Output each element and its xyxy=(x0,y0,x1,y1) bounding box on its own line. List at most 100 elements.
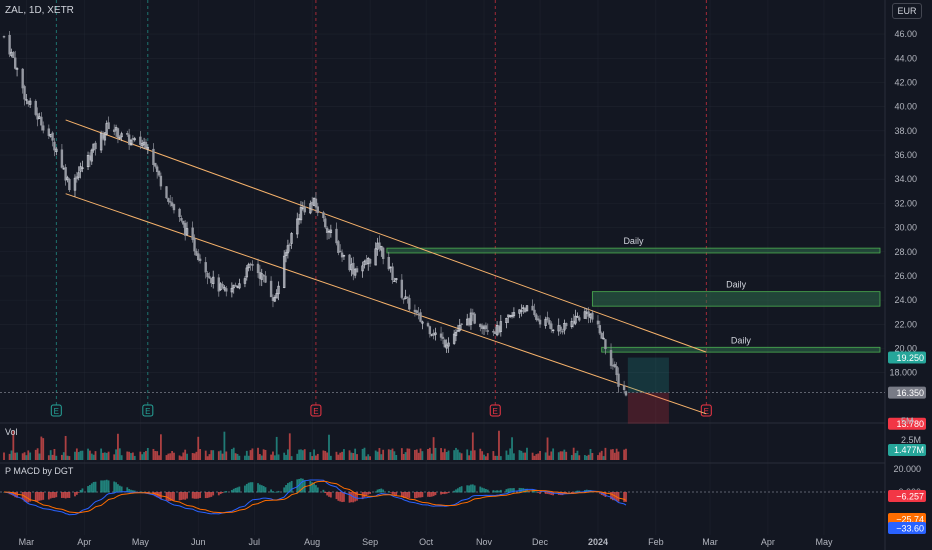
macd-histogram-bar xyxy=(75,492,78,495)
candle-body xyxy=(64,167,67,181)
macd-histogram-bar xyxy=(572,492,575,493)
volume-bar xyxy=(8,453,11,460)
volume-bar xyxy=(356,454,358,460)
candle xyxy=(546,311,549,323)
candle-body xyxy=(426,323,430,327)
candle-body xyxy=(329,229,333,233)
candle xyxy=(28,97,32,109)
volume-bar xyxy=(311,456,314,460)
volume-bar xyxy=(509,448,512,460)
candle xyxy=(561,328,564,335)
candle-body xyxy=(458,325,461,331)
volume-bar xyxy=(105,452,108,460)
volume-bar xyxy=(154,450,157,460)
macd-histogram-bar xyxy=(483,488,485,493)
candle xyxy=(23,84,26,106)
volume-bar xyxy=(193,453,196,460)
macd-histogram-bar xyxy=(167,492,170,502)
macd-histogram-bar xyxy=(537,492,540,493)
volume-bar xyxy=(587,454,590,460)
candle-body xyxy=(107,122,110,130)
candle xyxy=(86,151,90,170)
macd-histogram-bar xyxy=(356,492,358,501)
macd-histogram-bar xyxy=(443,492,446,495)
price-tick-label: 42.00 xyxy=(894,77,917,87)
volume-bar xyxy=(326,452,329,460)
volume-bar xyxy=(219,450,222,460)
macd-histogram-bar xyxy=(195,492,198,499)
candle-body xyxy=(551,329,555,332)
macd-histogram-bar xyxy=(217,492,220,496)
macd-histogram-bar xyxy=(186,492,188,499)
volume-bar xyxy=(600,450,603,460)
volume-bar xyxy=(133,455,136,460)
time-tick-label: Aug xyxy=(304,537,320,547)
volume-bar xyxy=(23,452,26,460)
candle xyxy=(512,307,516,319)
candle-body xyxy=(538,319,542,325)
volume-bar xyxy=(572,447,575,460)
candle xyxy=(251,260,254,271)
macd-histogram-bar xyxy=(29,492,32,502)
macd-histogram-bar xyxy=(131,490,134,493)
candle-body xyxy=(391,266,394,281)
macd-histogram-bar xyxy=(414,492,416,499)
candle xyxy=(34,99,37,117)
price-label-box xyxy=(888,386,926,399)
candle xyxy=(14,50,17,70)
candle-body xyxy=(395,278,398,281)
candle xyxy=(182,220,185,228)
candle xyxy=(146,144,150,154)
volume-bar xyxy=(245,450,248,460)
candle xyxy=(42,121,45,134)
volume-bar xyxy=(262,449,265,460)
volume-bar xyxy=(483,454,485,460)
candle-body xyxy=(316,206,319,213)
volume-bar xyxy=(171,450,174,460)
macd-histogram-bar xyxy=(539,492,541,494)
candle-body xyxy=(165,186,168,199)
volume-bar xyxy=(391,448,394,460)
macd-histogram-bar xyxy=(456,488,459,493)
candle xyxy=(296,212,299,239)
position-stop-zone xyxy=(627,392,669,424)
volume-bar xyxy=(217,451,220,460)
price-tick-label: 22.00 xyxy=(894,319,917,329)
candle-body xyxy=(217,277,220,292)
macd-pane-label: P MACD by DGT xyxy=(5,466,74,476)
macd-histogram-bar xyxy=(230,490,233,493)
volume-bar xyxy=(249,450,252,460)
candle xyxy=(624,390,628,397)
candle-body xyxy=(198,258,202,261)
volume-bar xyxy=(173,452,175,460)
volume-bar xyxy=(471,432,474,460)
candle xyxy=(53,138,56,157)
volume-bar xyxy=(77,452,80,460)
macd-histogram-bar xyxy=(486,489,489,493)
candle-body xyxy=(480,325,484,329)
volume-bar xyxy=(238,455,241,460)
volume-bar xyxy=(51,454,54,460)
volume-bar xyxy=(408,448,411,460)
macd-histogram-bar xyxy=(249,482,252,493)
macd-histogram-bar xyxy=(27,492,30,503)
volume-bar xyxy=(145,450,147,460)
candle xyxy=(99,130,103,154)
macd-histogram-bar xyxy=(419,492,422,498)
candle-body xyxy=(393,280,396,282)
macd-histogram-bar xyxy=(182,492,185,500)
macd-histogram-bar xyxy=(322,489,325,493)
candle-body xyxy=(574,315,577,324)
macd-histogram-bar xyxy=(361,492,364,500)
volume-bar xyxy=(167,453,170,460)
macd-histogram-bar xyxy=(337,492,340,501)
candle xyxy=(368,258,372,268)
macd-histogram-bar xyxy=(432,492,435,497)
candle xyxy=(622,380,626,394)
currency-button[interactable]: EUR xyxy=(892,3,922,19)
volume-bar xyxy=(68,456,71,460)
candle-body xyxy=(234,285,237,287)
macd-histogram-bar xyxy=(468,485,470,493)
candle-body xyxy=(232,284,235,289)
